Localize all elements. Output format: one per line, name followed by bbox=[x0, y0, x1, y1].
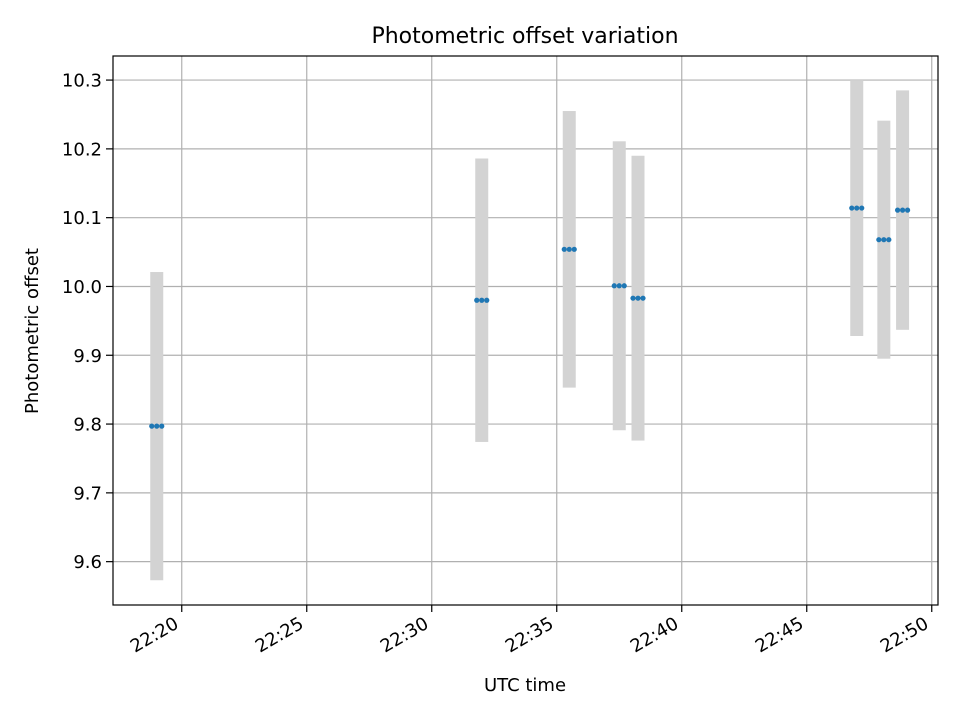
data-point bbox=[849, 205, 855, 211]
y-tick-label: 9.8 bbox=[73, 415, 102, 436]
data-point bbox=[635, 295, 641, 301]
y-tick-label: 10.2 bbox=[62, 139, 102, 160]
data-point bbox=[571, 246, 577, 252]
data-point bbox=[474, 297, 480, 303]
data-point bbox=[904, 207, 911, 213]
data-point bbox=[899, 207, 906, 213]
data-point bbox=[894, 207, 901, 213]
data-point bbox=[886, 237, 892, 243]
data-points bbox=[149, 205, 911, 429]
data-point bbox=[854, 205, 860, 211]
y-tick-label: 9.6 bbox=[73, 552, 102, 573]
y-axis-label: Photometric offset bbox=[22, 248, 43, 414]
data-point bbox=[561, 246, 567, 252]
grid bbox=[113, 56, 938, 605]
data-point bbox=[876, 237, 882, 243]
chart-title: Photometric offset variation bbox=[371, 24, 678, 49]
y-tick-label: 9.7 bbox=[73, 483, 102, 504]
data-point bbox=[154, 423, 160, 429]
data-point bbox=[611, 283, 617, 289]
data-point bbox=[479, 297, 485, 303]
plot-frame bbox=[112, 55, 939, 606]
y-tick-label: 9.9 bbox=[73, 346, 102, 367]
y-tick-label: 10.0 bbox=[62, 277, 102, 298]
data-point bbox=[484, 297, 490, 303]
plot-area bbox=[113, 56, 938, 605]
y-tick-label: 10.3 bbox=[62, 71, 102, 92]
data-point bbox=[616, 283, 622, 289]
data-point bbox=[630, 295, 636, 301]
y-tick-label: 10.1 bbox=[62, 208, 102, 229]
data-point bbox=[159, 423, 165, 429]
data-point bbox=[881, 237, 887, 243]
data-point bbox=[566, 246, 572, 252]
data-point bbox=[640, 295, 646, 301]
x-axis-label: UTC time bbox=[484, 675, 566, 696]
data-point bbox=[149, 423, 155, 429]
data-point bbox=[859, 205, 865, 211]
data-point bbox=[621, 283, 627, 289]
